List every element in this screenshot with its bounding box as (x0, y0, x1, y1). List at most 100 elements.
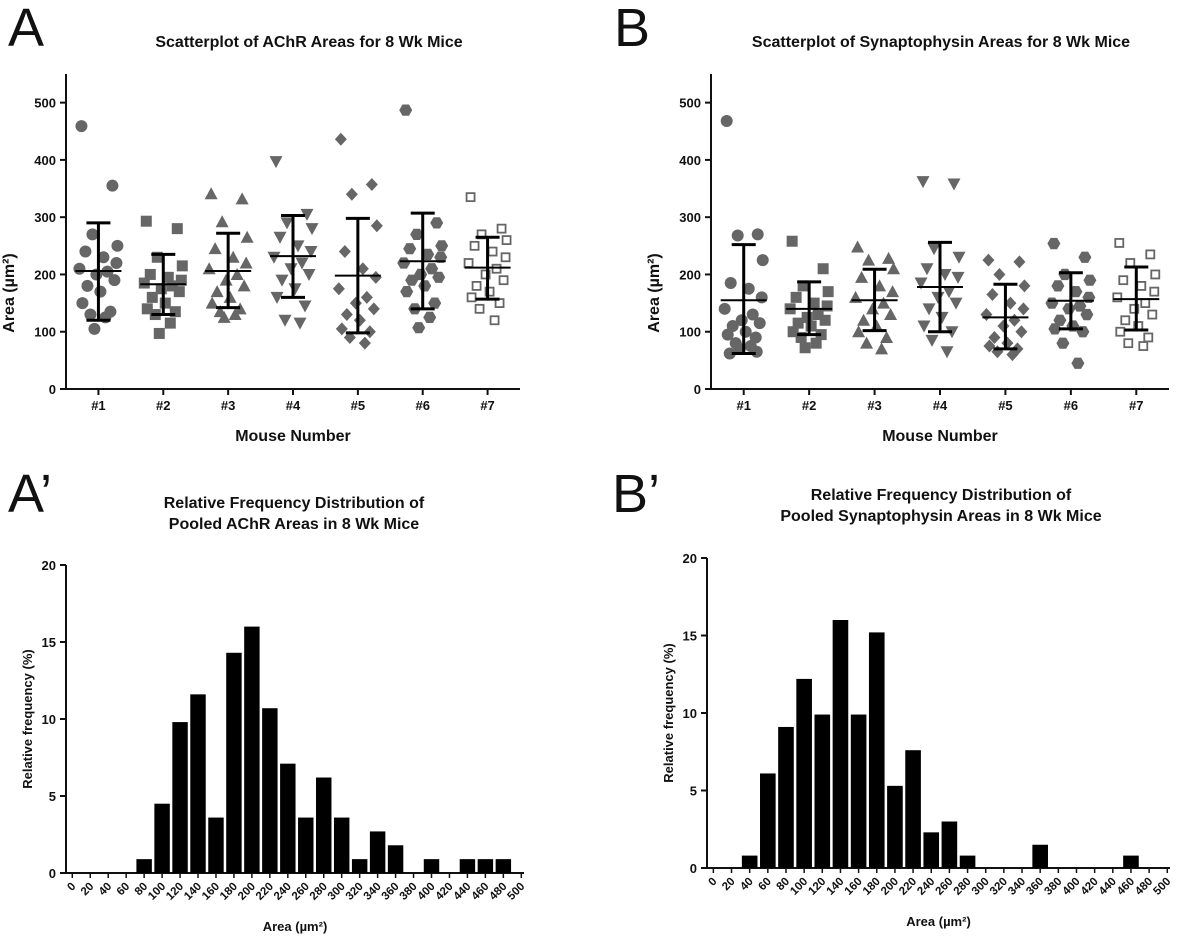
data-point (1150, 269, 1161, 280)
y-tick-label: 20 (42, 558, 56, 573)
data-point (345, 187, 358, 201)
data-point (810, 337, 822, 349)
x-tick-label: 160 (200, 881, 222, 903)
x-tick-label: 100 (788, 876, 810, 898)
data-point (140, 215, 152, 227)
data-point (997, 319, 1010, 333)
data-point (202, 262, 216, 275)
data-point (951, 271, 965, 284)
data-point (106, 179, 119, 192)
data-point (425, 263, 439, 275)
data-point (1145, 249, 1156, 260)
data-point (1047, 237, 1061, 250)
data-point (81, 279, 94, 292)
x-tick-label: 380 (398, 881, 420, 903)
x-tick-label: 20 (79, 881, 97, 899)
data-point (723, 347, 736, 360)
data-point (952, 251, 966, 264)
data-point (1004, 296, 1017, 310)
data-point (365, 178, 378, 192)
histogram-bar (280, 763, 296, 873)
histogram-bar (1032, 844, 1048, 868)
y-tick-label: 400 (34, 153, 56, 168)
data-point (942, 286, 956, 299)
data-point (111, 239, 124, 252)
y-tick-label: 15 (683, 629, 697, 644)
data-point (819, 314, 831, 326)
data-point (790, 291, 802, 303)
x-tick-label: 180 (218, 881, 240, 903)
data-point (487, 246, 498, 257)
x-tick-label: 40 (97, 881, 115, 899)
data-point (866, 302, 880, 315)
data-point (240, 230, 254, 243)
data-point (293, 317, 307, 330)
data-point (925, 334, 939, 347)
data-point (76, 297, 89, 310)
data-point (228, 308, 242, 321)
data-point (786, 235, 798, 247)
histogram-bar (477, 859, 494, 873)
data-point (141, 303, 153, 315)
data-point (358, 336, 371, 350)
data-point (369, 270, 382, 284)
x-tick-label: 360 (380, 881, 402, 903)
x-axis-title: Area (µm²) (263, 919, 328, 934)
histogram-bar (190, 694, 206, 873)
data-point (463, 258, 474, 268)
data-point (1078, 251, 1092, 263)
histogram-bar (262, 708, 278, 873)
data-point (219, 273, 233, 286)
data-point (988, 330, 1001, 344)
data-point (435, 240, 449, 252)
histogram-bar (495, 859, 512, 873)
data-point (223, 290, 237, 303)
data-point (217, 310, 231, 323)
data-point (1008, 313, 1021, 327)
data-point (1129, 303, 1140, 314)
histogram-bar (905, 750, 921, 868)
histogram-bar (226, 652, 242, 873)
x-tick-label: 120 (806, 876, 828, 898)
scatter-chart-a: Scatterplot of AChR Areas for 8 Wk Mice 0… (1, 34, 520, 445)
x-tick-label: 220 (897, 876, 919, 898)
x-tick-label: 0 (65, 881, 78, 894)
data-point (731, 229, 744, 242)
data-point (235, 192, 249, 205)
data-point (938, 268, 952, 281)
x-tick-label: 400 (1061, 876, 1083, 898)
data-point (1018, 279, 1031, 293)
data-point (1013, 255, 1026, 269)
data-point (1080, 308, 1094, 321)
x-tick-label: 400 (416, 881, 438, 903)
chart-title: Scatterplot of AChR Areas for 8 Wk Mice (155, 34, 462, 51)
data-point (144, 268, 156, 280)
data-point (887, 262, 901, 275)
data-point (484, 286, 495, 297)
panel-label-b: B (614, 0, 650, 58)
data-point (812, 309, 824, 321)
y-tick-label: 0 (49, 382, 56, 397)
chart-title-line: Relative Frequency Distribution of (164, 495, 425, 512)
data-point (466, 292, 477, 303)
x-tick-label: 200 (236, 881, 258, 903)
x-tick-label: 40 (738, 876, 756, 894)
data-point (980, 308, 993, 322)
panel-label-b-prime: B’ (612, 464, 660, 524)
data-point (298, 300, 312, 313)
data-point (920, 263, 934, 276)
data-point (171, 223, 183, 235)
chart-title-line: Pooled Synaptophysin Areas in 8 Wk Mice (780, 508, 1101, 525)
data-point (755, 291, 768, 304)
data-point (1143, 332, 1154, 343)
data-point (94, 285, 107, 298)
data-point (742, 282, 755, 295)
x-tick-label: #6 (415, 398, 429, 413)
data-point (353, 313, 366, 327)
histogram-bar (868, 632, 885, 868)
x-tick-label: #2 (802, 398, 816, 413)
data-point (237, 279, 251, 292)
y-tick-label: 100 (679, 325, 701, 340)
x-tick-label: 280 (308, 881, 330, 903)
data-point (862, 253, 876, 266)
